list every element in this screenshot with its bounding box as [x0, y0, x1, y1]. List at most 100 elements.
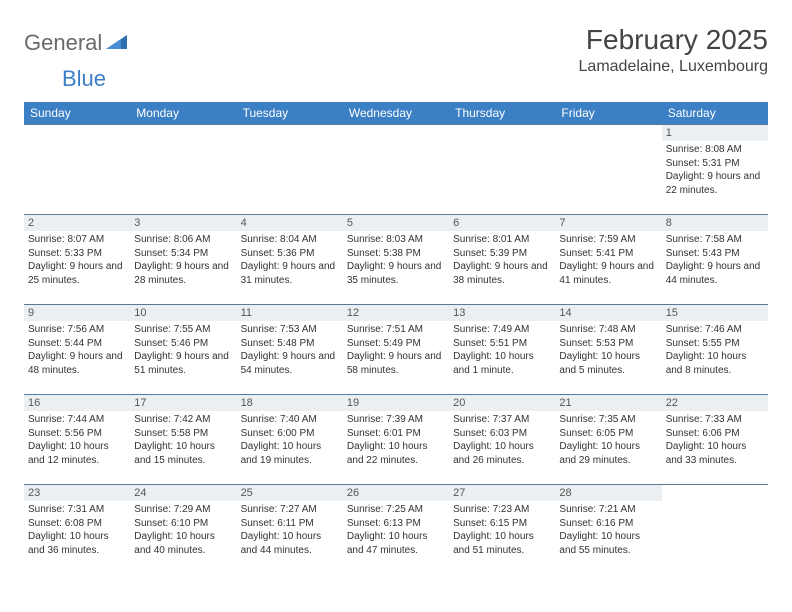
sunset-line: Sunset: 5:48 PM: [241, 337, 339, 351]
sunset-line: Sunset: 6:11 PM: [241, 517, 339, 531]
sunrise-line: Sunrise: 7:21 AM: [559, 503, 657, 517]
brand-part2: Blue: [62, 66, 106, 92]
sunset-line: Sunset: 5:49 PM: [347, 337, 445, 351]
day-number: 5: [343, 215, 449, 231]
day-number: 27: [449, 485, 555, 501]
sunrise-line: Sunrise: 7:23 AM: [453, 503, 551, 517]
sunset-line: Sunset: 5:41 PM: [559, 247, 657, 261]
calendar-cell: 26Sunrise: 7:25 AMSunset: 6:13 PMDayligh…: [343, 485, 449, 575]
calendar-cell: 27Sunrise: 7:23 AMSunset: 6:15 PMDayligh…: [449, 485, 555, 575]
sunset-line: Sunset: 6:03 PM: [453, 427, 551, 441]
day-details: Sunrise: 8:04 AMSunset: 5:36 PMDaylight:…: [237, 231, 343, 293]
weekday-header: Monday: [130, 102, 236, 125]
sunset-line: Sunset: 6:13 PM: [347, 517, 445, 531]
daylight-line: Daylight: 9 hours and 41 minutes.: [559, 260, 657, 287]
sunrise-line: Sunrise: 8:01 AM: [453, 233, 551, 247]
calendar-cell: 2Sunrise: 8:07 AMSunset: 5:33 PMDaylight…: [24, 215, 130, 305]
sunrise-line: Sunrise: 8:08 AM: [666, 143, 764, 157]
calendar-cell: 8Sunrise: 7:58 AMSunset: 5:43 PMDaylight…: [662, 215, 768, 305]
day-number: 13: [449, 305, 555, 321]
calendar-cell: 7Sunrise: 7:59 AMSunset: 5:41 PMDaylight…: [555, 215, 661, 305]
calendar-cell: 10Sunrise: 7:55 AMSunset: 5:46 PMDayligh…: [130, 305, 236, 395]
brand-triangle-icon: [106, 32, 128, 55]
empty-day: [343, 125, 449, 141]
daylight-line: Daylight: 10 hours and 36 minutes.: [28, 530, 126, 557]
calendar-cell: 3 Sunrise: 8:06 AMSunset: 5:34 PMDaylight…: [130, 215, 236, 305]
sunrise-line: Sunrise: 8:07 AM: [28, 233, 126, 247]
daylight-line: Daylight: 9 hours and 54 minutes.: [241, 350, 339, 377]
sunset-line: Sunset: 5:43 PM: [666, 247, 764, 261]
day-number: 14: [555, 305, 661, 321]
sunset-line: Sunset: 6:08 PM: [28, 517, 126, 531]
sunrise-line: Sunrise: 7:49 AM: [453, 323, 551, 337]
day-details: Sunrise: 7:59 AMSunset: 5:41 PMDaylight:…: [555, 231, 661, 293]
title-block: February 2025 Lamadelaine, Luxembourg: [579, 24, 768, 76]
calendar-table: Sunday Monday Tuesday Wednesday Thursday…: [24, 102, 768, 575]
calendar-cell: 23Sunrise: 7:31 AMSunset: 6:08 PMDayligh…: [24, 485, 130, 575]
sunrise-line: Sunrise: 7:48 AM: [559, 323, 657, 337]
calendar-cell: 16Sunrise: 7:44 AMSunset: 5:56 PMDayligh…: [24, 395, 130, 485]
calendar-week-row: 1Sunrise: 8:08 AMSunset: 5:31 PMDaylight…: [24, 125, 768, 215]
sunset-line: Sunset: 5:53 PM: [559, 337, 657, 351]
sunrise-line: Sunrise: 7:56 AM: [28, 323, 126, 337]
daylight-line: Daylight: 10 hours and 5 minutes.: [559, 350, 657, 377]
day-details: Sunrise: 7:46 AMSunset: 5:55 PMDaylight:…: [662, 321, 768, 383]
day-details: Sunrise: 7:49 AMSunset: 5:51 PMDaylight:…: [449, 321, 555, 383]
weekday-header: Saturday: [662, 102, 768, 125]
calendar-cell: 1Sunrise: 8:08 AMSunset: 5:31 PMDaylight…: [662, 125, 768, 215]
calendar-cell: [343, 125, 449, 215]
calendar-cell: 5Sunrise: 8:03 AMSunset: 5:38 PMDaylight…: [343, 215, 449, 305]
calendar-cell: 6Sunrise: 8:01 AMSunset: 5:39 PMDaylight…: [449, 215, 555, 305]
day-number: 3: [130, 215, 236, 231]
daylight-line: Daylight: 10 hours and 22 minutes.: [347, 440, 445, 467]
sunset-line: Sunset: 5:34 PM: [134, 247, 232, 261]
day-details: Sunrise: 7:21 AMSunset: 6:16 PMDaylight:…: [555, 501, 661, 563]
day-number: 26: [343, 485, 449, 501]
sunrise-line: Sunrise: 7:59 AM: [559, 233, 657, 247]
weekday-header-row: Sunday Monday Tuesday Wednesday Thursday…: [24, 102, 768, 125]
day-details: Sunrise: 7:27 AMSunset: 6:11 PMDaylight:…: [237, 501, 343, 563]
sunset-line: Sunset: 5:46 PM: [134, 337, 232, 351]
day-number: 18: [237, 395, 343, 411]
day-number: 10: [130, 305, 236, 321]
calendar-cell: 19Sunrise: 7:39 AMSunset: 6:01 PMDayligh…: [343, 395, 449, 485]
daylight-line: Daylight: 9 hours and 48 minutes.: [28, 350, 126, 377]
sunset-line: Sunset: 5:33 PM: [28, 247, 126, 261]
sunset-line: Sunset: 6:06 PM: [666, 427, 764, 441]
sunset-line: Sunset: 6:10 PM: [134, 517, 232, 531]
calendar-cell: [555, 125, 661, 215]
daylight-line: Daylight: 9 hours and 22 minutes.: [666, 170, 764, 197]
calendar-cell: 22Sunrise: 7:33 AMSunset: 6:06 PMDayligh…: [662, 395, 768, 485]
day-details: Sunrise: 8:07 AMSunset: 5:33 PMDaylight:…: [24, 231, 130, 293]
day-details: Sunrise: 7:40 AMSunset: 6:00 PMDaylight:…: [237, 411, 343, 473]
daylight-line: Daylight: 9 hours and 28 minutes.: [134, 260, 232, 287]
sunset-line: Sunset: 5:58 PM: [134, 427, 232, 441]
daylight-line: Daylight: 10 hours and 12 minutes.: [28, 440, 126, 467]
sunset-line: Sunset: 6:01 PM: [347, 427, 445, 441]
empty-day: [24, 125, 130, 141]
sunrise-line: Sunrise: 7:44 AM: [28, 413, 126, 427]
day-number: 22: [662, 395, 768, 411]
sunrise-line: Sunrise: 7:35 AM: [559, 413, 657, 427]
calendar-week-row: 16Sunrise: 7:44 AMSunset: 5:56 PMDayligh…: [24, 395, 768, 485]
sunrise-line: Sunrise: 7:27 AM: [241, 503, 339, 517]
daylight-line: Daylight: 10 hours and 55 minutes.: [559, 530, 657, 557]
sunrise-line: Sunrise: 8:06 AM: [134, 233, 232, 247]
daylight-line: Daylight: 10 hours and 51 minutes.: [453, 530, 551, 557]
brand-logo: General: [24, 24, 130, 56]
day-details: Sunrise: 7:39 AMSunset: 6:01 PMDaylight:…: [343, 411, 449, 473]
empty-day: [237, 125, 343, 141]
calendar-cell: 13Sunrise: 7:49 AMSunset: 5:51 PMDayligh…: [449, 305, 555, 395]
day-details: Sunrise: 7:44 AMSunset: 5:56 PMDaylight:…: [24, 411, 130, 473]
sunset-line: Sunset: 6:15 PM: [453, 517, 551, 531]
sunrise-line: Sunrise: 7:53 AM: [241, 323, 339, 337]
day-number: 21: [555, 395, 661, 411]
day-details: Sunrise: 7:25 AMSunset: 6:13 PMDaylight:…: [343, 501, 449, 563]
daylight-line: Daylight: 9 hours and 35 minutes.: [347, 260, 445, 287]
day-number: 16: [24, 395, 130, 411]
day-details: Sunrise: 7:23 AMSunset: 6:15 PMDaylight:…: [449, 501, 555, 563]
sunrise-line: Sunrise: 7:55 AM: [134, 323, 232, 337]
sunrise-line: Sunrise: 7:25 AM: [347, 503, 445, 517]
sunrise-line: Sunrise: 7:29 AM: [134, 503, 232, 517]
day-number: 2: [24, 215, 130, 231]
